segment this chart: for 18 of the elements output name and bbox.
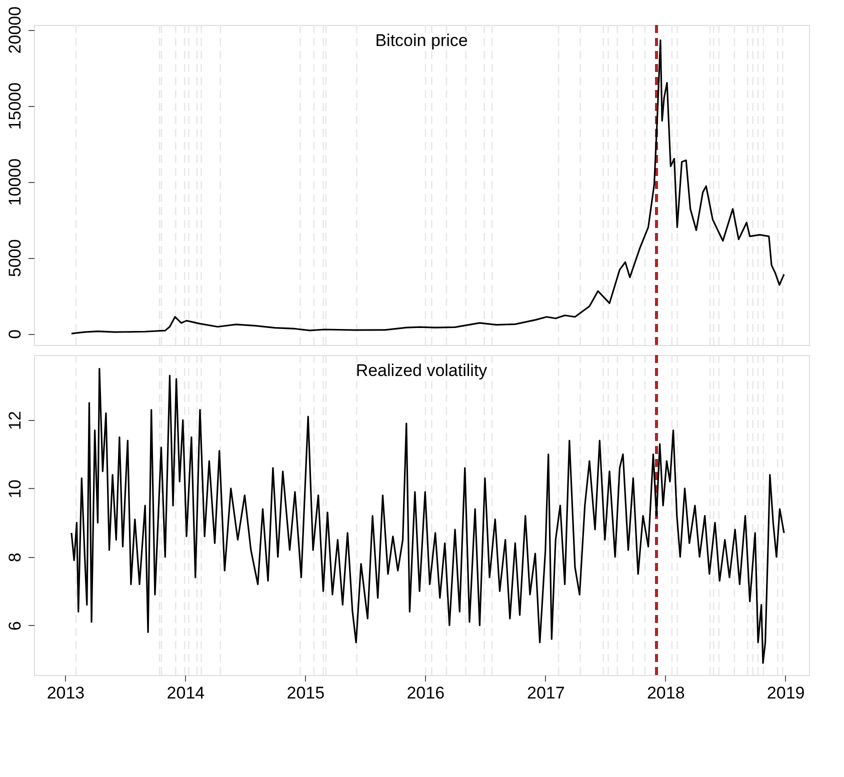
y-tick-label: 10000 xyxy=(6,158,24,206)
x-tick-label: 2019 xyxy=(766,684,805,702)
y-tick-label: 12 xyxy=(6,411,24,430)
x-tick-label: 2016 xyxy=(406,684,445,702)
y-tick-label: 0 xyxy=(6,329,24,339)
y-tick-label: 10 xyxy=(6,480,24,498)
x-tick-label: 2017 xyxy=(526,684,565,702)
chart-title: Bitcoin price xyxy=(375,31,468,50)
x-tick-label: 2018 xyxy=(646,684,685,702)
chart-title: Realized volatility xyxy=(356,361,488,380)
y-tick-label: 8 xyxy=(6,552,24,562)
y-tick-label: 20000 xyxy=(6,6,24,54)
y-tick-label: 6 xyxy=(6,621,24,631)
x-tick-label: 2014 xyxy=(166,684,205,702)
x-tick-label: 2013 xyxy=(46,684,85,702)
y-tick-label: 5000 xyxy=(6,239,24,278)
x-tick-label: 2015 xyxy=(286,684,325,702)
y-tick-label: 15000 xyxy=(6,82,24,130)
